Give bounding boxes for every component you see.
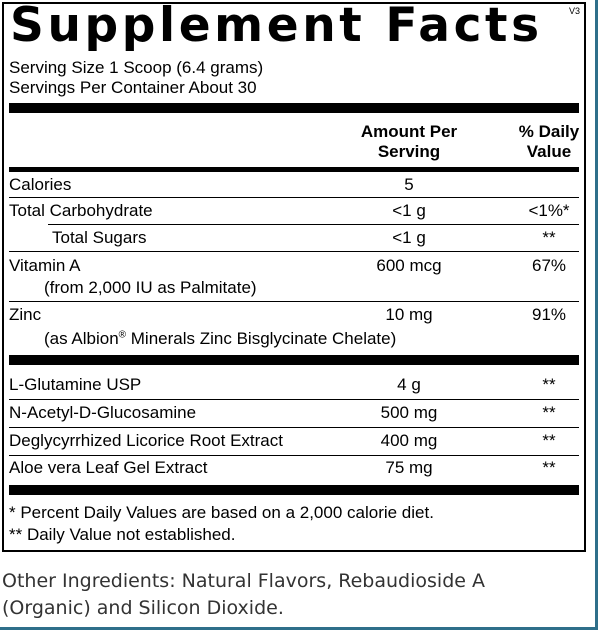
thick-divider-top — [9, 103, 579, 113]
other-ingredients: Other Ingredients: Natural Flavors, Reba… — [2, 568, 582, 622]
ingredient-name: L-Glutamine USP — [9, 375, 142, 394]
nutrient-amount: 10 mg — [385, 305, 433, 324]
ingredient-amount: 4 g — [397, 375, 421, 394]
registered-mark: ® — [118, 329, 127, 341]
nutrient-dv: <1%* — [528, 201, 570, 220]
ingredient-name: N-Acetyl-D-Glucosamine — [9, 403, 197, 422]
nutrient-dv: 91% — [531, 305, 567, 324]
ingredient-amount: 400 mg — [380, 431, 438, 450]
nutrient-name: Total Carbohydrate — [9, 201, 153, 220]
ingredient-dv: ** — [542, 375, 556, 394]
nutrient-name: Total Sugars — [52, 228, 147, 247]
row-divider — [9, 251, 579, 252]
row-divider — [48, 224, 579, 225]
nutrient-name: Vitamin A — [9, 256, 81, 275]
source-prefix: (as Albion — [44, 329, 119, 348]
nutrient-amount: 5 — [404, 175, 414, 194]
header-daily-value: % Daily Value — [494, 122, 598, 162]
panel-title: Supplement Facts — [10, 0, 543, 53]
nutrient-dv: 67% — [531, 256, 567, 275]
thick-divider-bottom — [9, 485, 579, 495]
header-dv-line1: % Daily — [518, 122, 580, 141]
ingredient-dv: ** — [542, 403, 556, 422]
serving-size: Serving Size 1 Scoop (6.4 grams) — [9, 58, 264, 77]
header-divider — [9, 167, 579, 172]
row-divider — [9, 399, 579, 400]
thick-divider-middle — [9, 355, 579, 365]
page-edge-right — [595, 0, 598, 630]
source-suffix: Minerals Zinc Bisglycinate Chelate) — [126, 329, 397, 348]
row-divider — [9, 455, 579, 456]
ingredient-name: Aloe vera Leaf Gel Extract — [9, 458, 208, 477]
ingredient-amount: 500 mg — [380, 403, 438, 422]
ingredient-dv: ** — [542, 431, 556, 450]
row-divider — [9, 197, 579, 198]
other-ingredients-line2: (Organic) and Silicon Dioxide. — [2, 597, 284, 619]
version-mark: V3 — [568, 6, 580, 16]
header-amount: Amount Per Serving — [334, 122, 484, 162]
nutrient-source: (from 2,000 IU as Palmitate) — [44, 278, 257, 297]
row-divider — [9, 427, 579, 428]
page-edge-bottom — [0, 627, 598, 630]
nutrient-name: Calories — [9, 175, 72, 194]
header-amount-line1: Amount Per — [360, 122, 458, 141]
nutrient-dv: ** — [542, 228, 556, 247]
header-dv-line2: Value — [526, 142, 572, 161]
footnote-daily-values: * Percent Daily Values are based on a 2,… — [9, 503, 434, 522]
supplement-facts-panel: Supplement Facts V3 Serving Size 1 Scoop… — [2, 0, 586, 552]
nutrient-amount: 600 mcg — [376, 256, 442, 275]
ingredient-dv: ** — [542, 458, 556, 477]
nutrient-name: Zinc — [9, 305, 42, 324]
nutrient-source: (as Albion® Minerals Zinc Bisglycinate C… — [44, 328, 396, 350]
row-divider — [9, 301, 579, 302]
footnote-not-established: ** Daily Value not established. — [9, 525, 236, 544]
ingredient-name: Deglycyrrhized Licorice Root Extract — [9, 431, 283, 450]
header-amount-line2: Serving — [377, 142, 441, 161]
servings-per-container: Servings Per Container About 30 — [9, 78, 257, 97]
nutrient-amount: <1 g — [392, 201, 426, 220]
ingredient-amount: 75 mg — [385, 458, 433, 477]
nutrient-amount: <1 g — [392, 228, 426, 247]
other-ingredients-line1: Other Ingredients: Natural Flavors, Reba… — [2, 570, 485, 592]
